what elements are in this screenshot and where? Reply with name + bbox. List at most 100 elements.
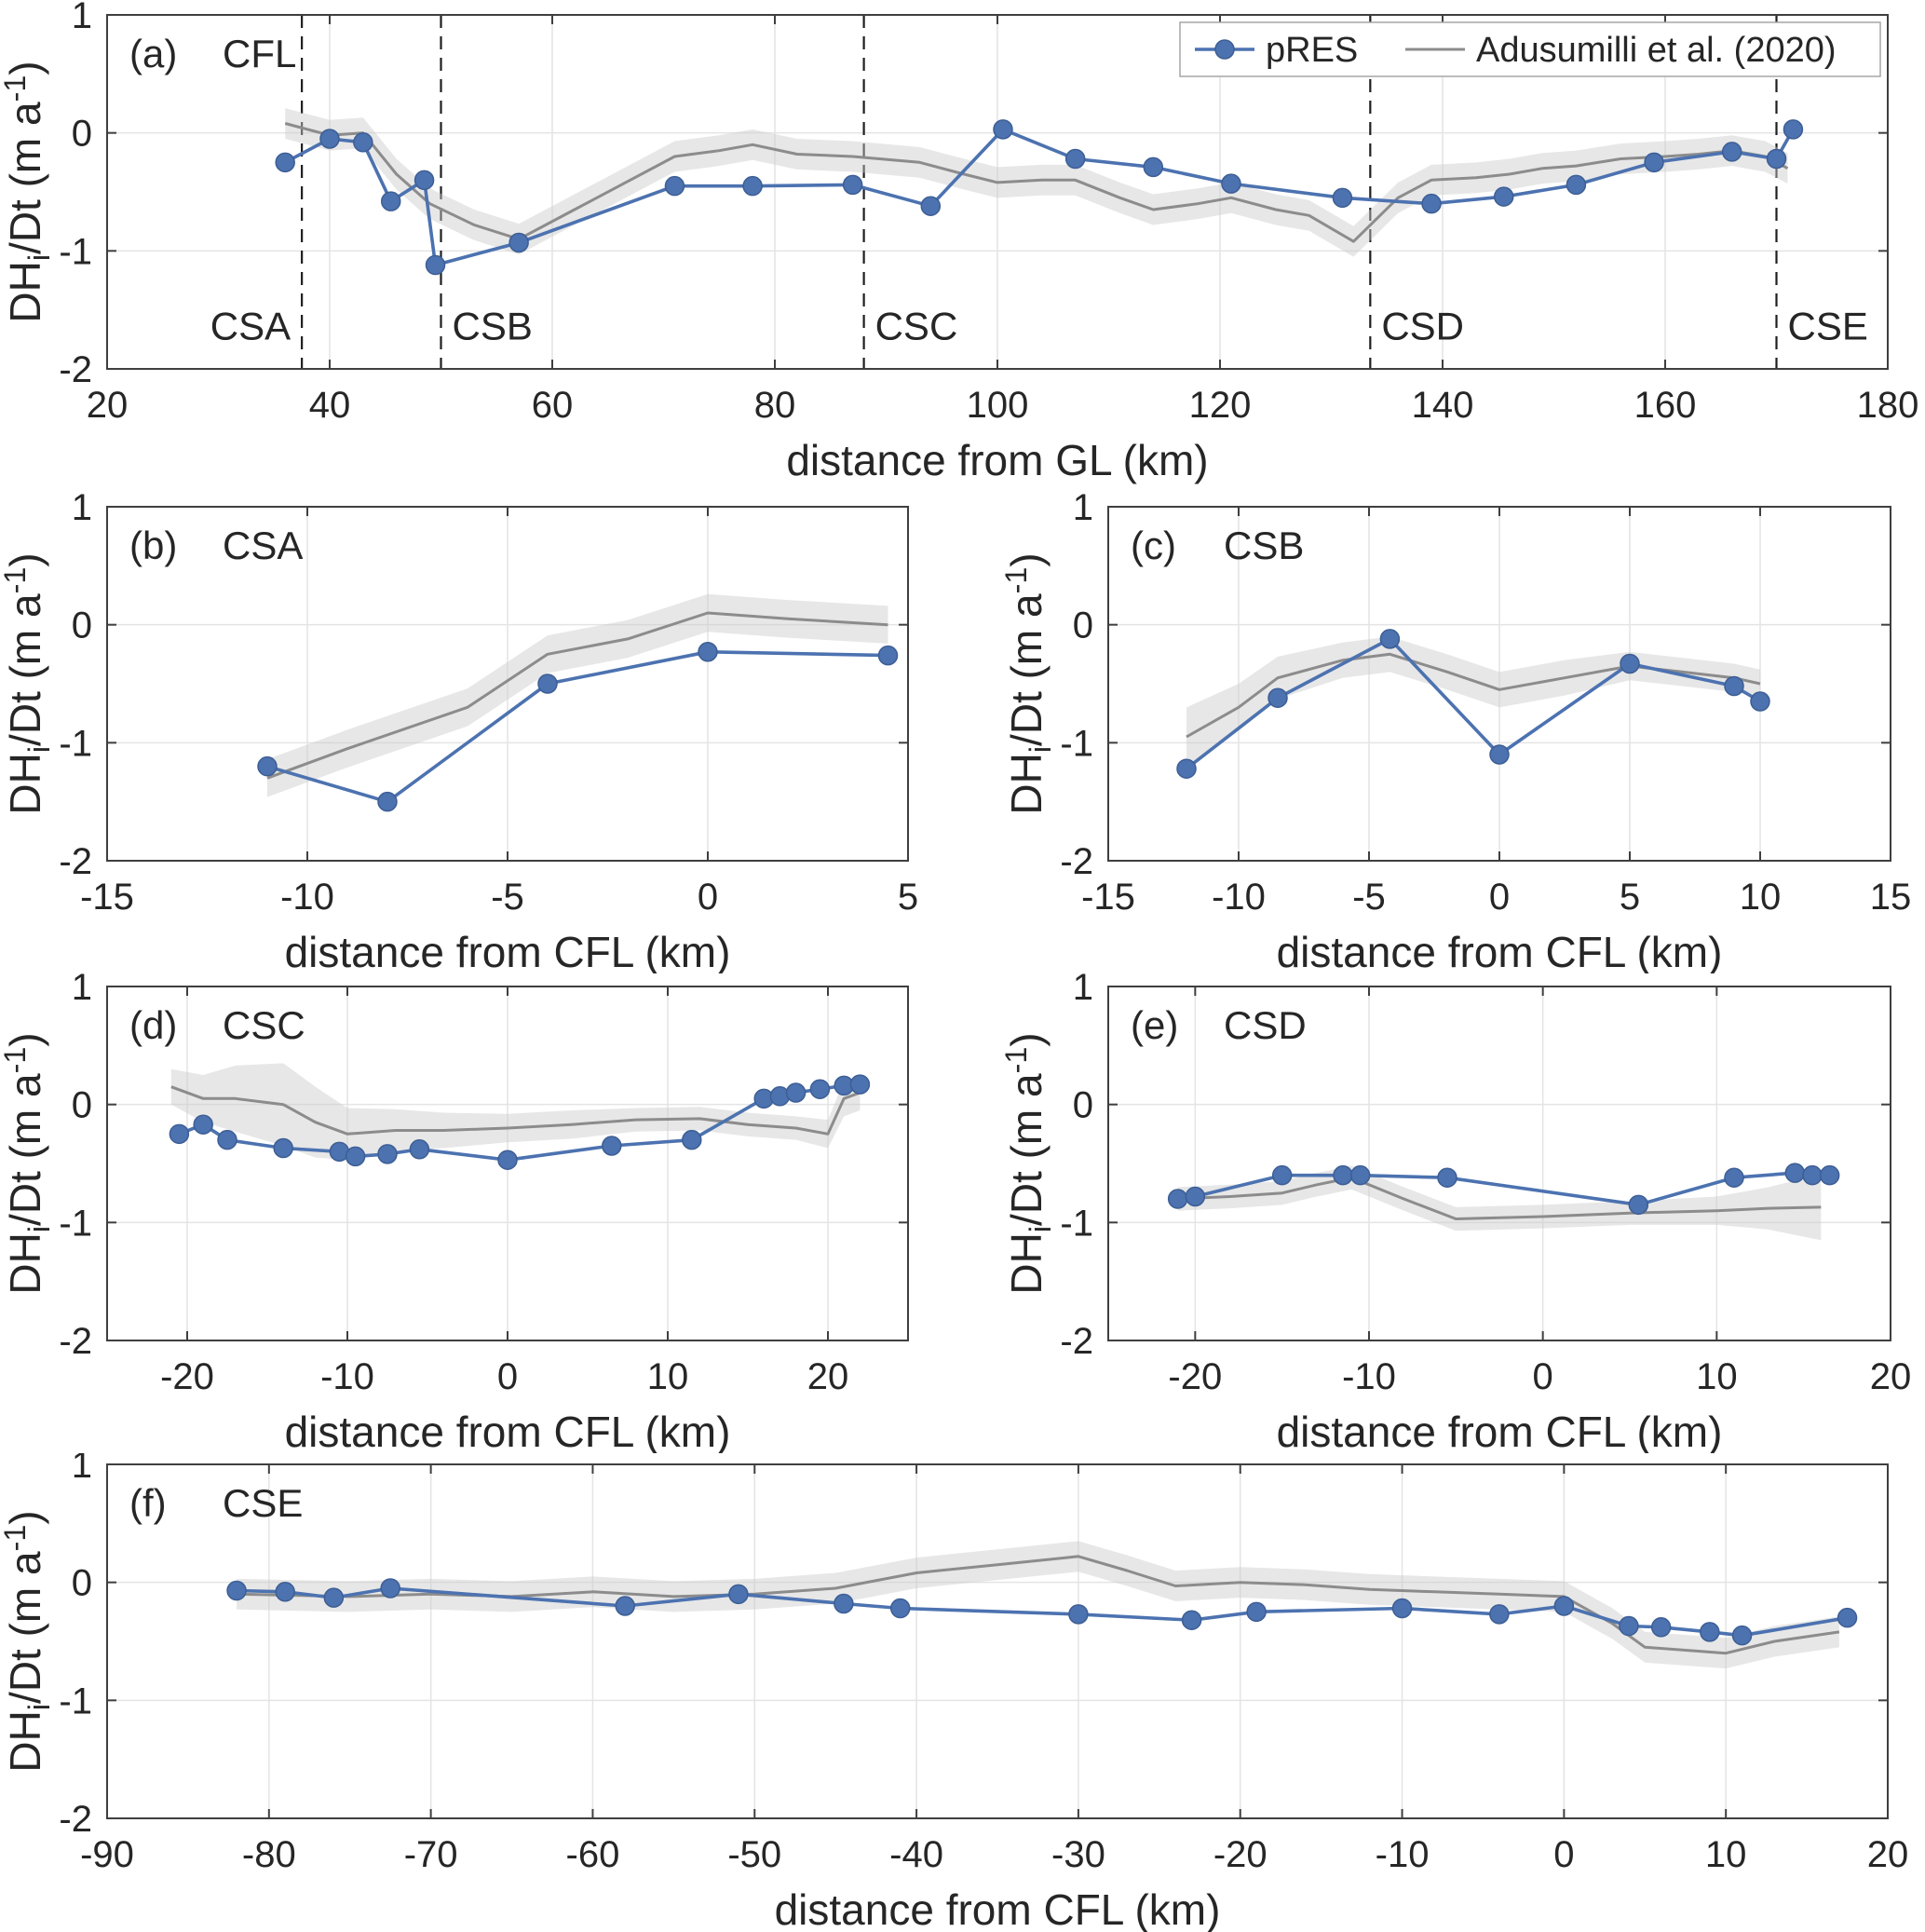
y-tick-label: -1: [1060, 1203, 1093, 1244]
y-tick-label: 1: [1073, 973, 1093, 1008]
legend-label-adusumilli: Adusumilli et al. (2020): [1476, 31, 1837, 70]
x-tick-label: -10: [320, 1356, 374, 1397]
section-label-csa: CSA: [210, 304, 291, 347]
x-axis-label: distance from CFL (km): [285, 928, 731, 973]
pres-marker: [409, 1139, 430, 1160]
x-tick-label: 0: [1489, 877, 1510, 918]
x-tick-label: 5: [898, 877, 918, 918]
panel-title: CSE: [223, 1481, 303, 1525]
pres-marker: [1700, 1622, 1720, 1642]
x-tick-label: 10: [1740, 877, 1782, 918]
pres-marker: [1819, 1164, 1840, 1186]
panel-c: -15 -10 -5 0 5 10 15 -2 -1 0 1 distance from CFL (k…: [969, 494, 1925, 973]
pres-marker: [1620, 653, 1640, 674]
x-tick-label: 0: [497, 1356, 518, 1397]
y-tick-label: -1: [59, 1203, 92, 1244]
panel-title: CSC: [223, 1003, 305, 1047]
adusumilli-line: [1186, 652, 1761, 739]
x-tick-label: 0: [698, 877, 718, 918]
panel-tag: (a): [129, 32, 177, 75]
y-tick-label: -2: [59, 1799, 92, 1840]
x-tick-label: 0: [1533, 1356, 1553, 1397]
pres-marker: [380, 1578, 400, 1599]
adusumilli-uncertainty-band: [1177, 1165, 1822, 1241]
adusumilli-line: [237, 1555, 1840, 1655]
x-tick-label: 0: [1553, 1834, 1574, 1875]
y-axis-label: DHi/Dt (m a-1): [0, 61, 56, 322]
adusumilli-line: [1177, 1176, 1822, 1220]
pres-marker: [1766, 148, 1787, 170]
x-tick-label: 180: [1857, 385, 1919, 426]
adusumilli-uncertainty-band: [267, 593, 888, 797]
pres-marker: [226, 1580, 247, 1601]
x-axis-label: distance from CFL (km): [285, 1408, 731, 1453]
pres-marker: [497, 1150, 518, 1170]
panel-tag: (d): [129, 1003, 177, 1047]
pres-marker: [1421, 193, 1442, 214]
y-tick-label: -1: [59, 723, 92, 764]
pres-marker: [1167, 1189, 1188, 1209]
x-tick-label: -90: [80, 1834, 134, 1875]
pres-marker: [169, 1123, 190, 1145]
pres-marker: [353, 132, 373, 153]
pres-marker: [1750, 691, 1770, 712]
pres-marker: [1221, 173, 1241, 194]
pres-marker: [377, 791, 398, 812]
pres-marker: [319, 129, 340, 149]
x-tick-label: -50: [727, 1834, 781, 1875]
adusumilli-uncertainty-band: [170, 1063, 861, 1161]
y-tick-label: 0: [72, 605, 92, 646]
x-tick-label: -20: [1213, 1834, 1268, 1875]
pres-marker: [1566, 174, 1587, 196]
x-axis-label: distance from CFL (km): [775, 1885, 1221, 1932]
x-tick-label: -60: [566, 1834, 620, 1875]
section-label-csd: CSD: [1381, 304, 1464, 347]
pres-marker: [425, 254, 446, 276]
pres-marker: [1068, 1604, 1089, 1625]
x-tick-label: -15: [80, 877, 134, 918]
y-tick-label: -1: [59, 231, 92, 272]
x-tick-label: 20: [87, 385, 129, 426]
y-tick-label: 0: [1073, 605, 1093, 646]
pres-marker: [257, 755, 278, 777]
y-axis-label: DHi/Dt (m a-1): [0, 552, 56, 814]
pres-marker: [1784, 1163, 1806, 1183]
pres-marker: [889, 1598, 911, 1619]
pres-marker: [664, 175, 685, 197]
x-tick-label: 10: [1696, 1356, 1738, 1397]
panel-d: -20 -10 0 10 20 -2 -1 0 1 distance from CFL (km) D…: [0, 973, 969, 1453]
y-tick-label: -2: [1060, 1321, 1093, 1362]
panel-title: CSD: [1224, 1003, 1307, 1047]
pres-marker: [1379, 629, 1401, 649]
adusumilli-uncertainty-band: [237, 1541, 1839, 1669]
x-tick-label: -5: [491, 877, 524, 918]
y-axis-label: DHi/Dt (m a-1): [999, 552, 1057, 814]
x-axis-label: distance from CFL (km): [1277, 928, 1723, 973]
x-tick-label: 160: [1634, 385, 1697, 426]
pres-marker: [742, 175, 763, 197]
pres-marker: [1246, 1601, 1267, 1623]
y-axis-label: DHi/Dt (m a-1): [0, 1510, 56, 1772]
y-tick-label: -2: [59, 841, 92, 882]
panel-tag: (b): [129, 524, 177, 567]
pres-marker: [275, 1582, 295, 1602]
x-tick-label: 120: [1189, 385, 1252, 426]
y-tick-label: -1: [1060, 723, 1093, 764]
legend-label-pres: pRES: [1266, 31, 1358, 70]
adusumilli-line: [170, 1085, 861, 1136]
plot-frame: [1107, 986, 1891, 1341]
pres-marker: [1721, 142, 1742, 162]
panel-tag: (c): [1131, 524, 1176, 567]
y-tick-label: 1: [72, 0, 92, 36]
pres-marker: [1332, 187, 1353, 209]
x-tick-label: -80: [242, 1834, 296, 1875]
x-tick-label: -5: [1352, 877, 1386, 918]
pres-marker: [193, 1114, 213, 1135]
y-axis-label: DHi/Dt (m a-1): [999, 1032, 1057, 1294]
y-tick-label: 1: [72, 1453, 92, 1486]
x-tick-label: 15: [1870, 877, 1912, 918]
pres-marker: [508, 232, 529, 253]
y-tick-label: 0: [72, 114, 92, 155]
